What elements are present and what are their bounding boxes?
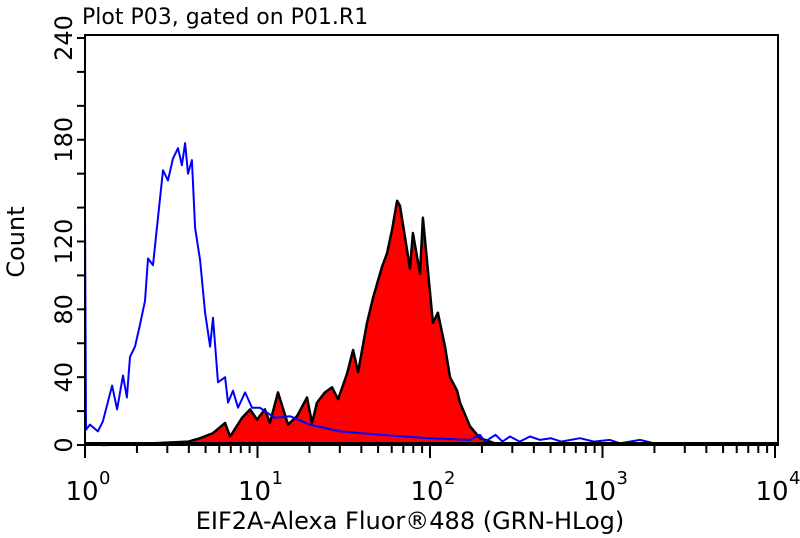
x-axis-label: EIF2A-Alexa Fluor®488 (GRN-HLog): [196, 507, 625, 535]
x-tick-base: 10: [238, 477, 271, 507]
x-tick-exponent: 4: [789, 468, 800, 489]
x-tick-label: 10 3: [583, 468, 628, 507]
series-fill-antibody: [102, 200, 499, 445]
y-tick-label: 0: [50, 437, 78, 452]
x-tick-base: 10: [755, 477, 788, 507]
x-tick-exponent: 1: [272, 468, 283, 489]
x-tick-base: 10: [410, 477, 443, 507]
x-tick-label: 10 4: [755, 468, 800, 507]
y-tick-label: 40: [50, 362, 78, 393]
x-tick-exponent: 2: [444, 468, 455, 489]
series-outline-antibody: [102, 199, 500, 447]
y-tick-label: 120: [50, 219, 78, 265]
series-line-control: [84, 142, 701, 446]
x-tick-exponent: 0: [99, 468, 110, 489]
y-tick-label: 240: [50, 15, 78, 61]
x-tick-label: 10 1: [238, 468, 283, 507]
y-axis: 0 40 80 120 180 240: [50, 15, 85, 453]
chart-title: Plot P03, gated on P01.R1: [82, 5, 368, 30]
x-tick-base: 10: [583, 477, 616, 507]
y-tick-label: 180: [50, 117, 78, 163]
series-layer: [84, 142, 701, 447]
x-tick-label: 10 2: [410, 468, 455, 507]
y-tick-label: 80: [50, 294, 78, 325]
x-tick-label: 10 0: [65, 468, 110, 507]
y-axis-label: Count: [2, 206, 30, 277]
x-tick-exponent: 3: [617, 468, 628, 489]
x-axis: 10 0 10 1 10 2 10 3 10 4: [65, 446, 800, 507]
x-tick-base: 10: [65, 477, 98, 507]
